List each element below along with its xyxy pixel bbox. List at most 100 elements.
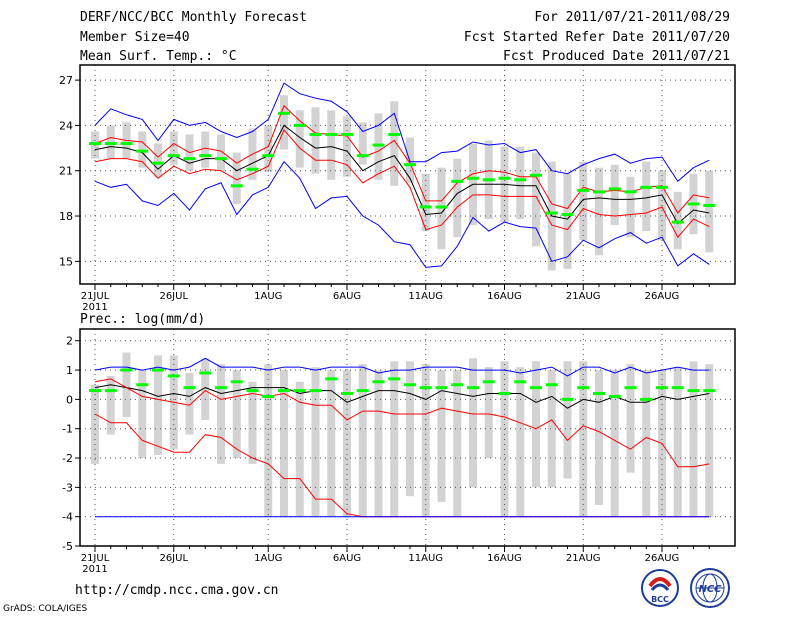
ensemble-spread-box [421,364,430,517]
forecast-period: For 2011/07/21-2011/08/29 [534,10,730,25]
ensemble-spread-box [421,173,430,232]
ensemble-mean-marker [608,187,621,191]
ensemble-spread-box [610,370,619,517]
ensemble-spread-box [201,131,210,168]
series-median [94,124,710,225]
x-tick-label: 16AUG [487,553,522,564]
ncc-logo: NCC [690,568,730,608]
ensemble-spread-box [138,370,147,459]
x-tick-label: 16AUG [487,291,522,302]
x-tick-label: 1AUG [254,553,282,564]
ensemble-mean-marker [215,386,227,390]
ensemble-spread-box [390,101,399,186]
ensemble-spread-box [563,173,572,269]
ensemble-spread-box [154,355,162,456]
plot-frame [79,64,736,285]
ensemble-mean-marker [545,383,558,387]
ensemble-spread-box [500,361,509,517]
ensemble-mean-marker [372,143,385,147]
ensemble-mean-marker [530,386,542,390]
ensemble-spread-box [280,95,288,150]
ensemble-mean-marker [199,154,212,158]
ensemble-mean-marker [703,389,716,393]
ensemble-mean-marker [120,368,133,372]
ensemble-spread-box [264,364,273,517]
ensemble-mean-marker [687,202,700,206]
y-tick-label: 15 [59,255,73,268]
ensemble-mean-marker [325,377,338,381]
ensemble-mean-marker [152,161,164,165]
ensemble-spread-box [469,358,477,488]
ensemble-mean-marker [356,389,369,393]
ensemble-spread-box [248,381,257,464]
ensemble-spread-box [532,152,540,247]
ensemble-spread-box [201,358,210,420]
x-tick-label: 26JUL [159,553,188,564]
source-url[interactable]: http://cmdp.ncc.cma.gov.cn [75,583,279,598]
series-outer-upper [94,357,710,377]
ensemble-mean-marker [325,132,338,136]
ensemble-mean-marker [435,205,448,209]
ensemble-mean-marker [246,167,259,171]
x-tick-label: 11AUG [408,553,443,564]
ensemble-spread-box [154,143,162,177]
ensemble-mean-marker [230,380,243,384]
panel1-variable-label: Mean Surf. Temp.: °C [80,49,237,64]
y-tick-label: 0 [66,393,73,406]
ensemble-spread-box [138,131,147,168]
ensemble-spread-box [374,370,383,517]
year-label: 2011 [82,302,107,313]
ensemble-spread-box [689,361,698,517]
ensemble-mean-marker [545,211,558,215]
year-label: 2011 [82,564,107,575]
ensemble-mean-marker [419,386,432,390]
ensemble-spread-box [547,370,556,488]
ensemble-spread-box [437,167,446,250]
ensemble-mean-marker [262,394,275,398]
x-tick-label: 11AUG [408,291,443,302]
bcc-logo: BCC [641,569,679,607]
ensemble-spread-box [390,361,399,517]
ensemble-mean-marker [278,389,290,393]
ensemble-mean-marker [199,371,212,375]
ensemble-spread-box [327,370,336,517]
ensemble-spread-box [705,364,714,517]
ensemble-mean-marker [561,397,574,401]
ensemble-mean-marker [356,154,369,158]
produced-date: Fcst Produced Date 2011/07/21 [503,49,730,64]
chart-title: DERF/NCC/BCC Monthly Forecast [80,10,307,25]
ensemble-spread-box [563,361,572,479]
ensemble-mean-marker [372,380,385,384]
ensemble-mean-marker [577,188,590,192]
ensemble-mean-marker [482,178,495,182]
ensemble-spread-box [595,370,603,505]
ensemble-spread-box [626,176,635,238]
ensemble-mean-marker [215,157,227,161]
ensemble-mean-marker [687,389,700,393]
ensemble-spread-box [673,367,682,517]
series-inner-upper [94,378,710,468]
ensemble-spread-box [642,370,651,517]
ensemble-spread-box [358,122,367,165]
ensemble-mean-marker [167,154,180,158]
ensemble-mean-marker [104,389,117,393]
ensemble-spread-box [169,131,178,165]
ensemble-mean-marker [561,213,574,217]
ensemble-spread-box [516,146,525,220]
ensemble-mean-marker [640,397,653,401]
ensemble-spread-box [311,367,320,517]
x-tick-label: 26JUL [159,291,188,302]
ensemble-spread-box [516,367,525,517]
ensemble-mean-marker [498,392,511,396]
ensemble-mean-marker [183,157,196,161]
x-tick-label: 21JUL [81,291,110,302]
x-tick-label: 26AUG [645,291,680,302]
ensemble-spread-box [453,370,462,517]
ensemble-mean-marker [230,184,243,188]
ensemble-spread-box [217,134,225,171]
ensemble-mean-marker [624,190,637,194]
series-inner-lower [94,128,710,239]
ensemble-spread-box [343,370,351,517]
ensemble-mean-marker [671,220,684,224]
ensemble-spread-box [232,370,241,459]
